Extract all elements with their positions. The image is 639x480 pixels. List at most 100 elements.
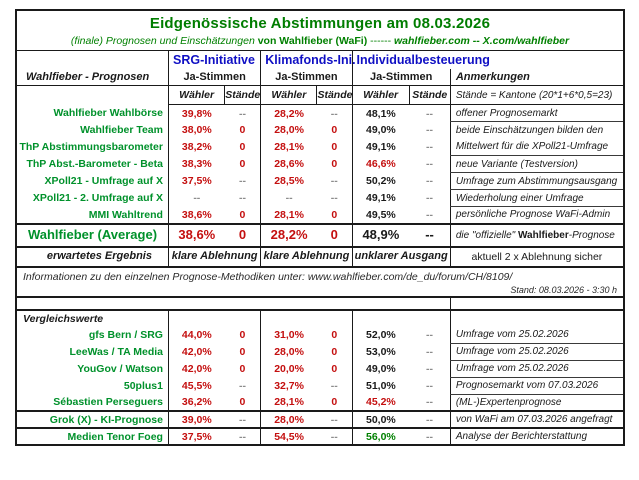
table-row: YouGov / Watson 42,0% 0 20,0% 0 49,0% --… xyxy=(16,360,624,378)
table-row: Wahlfieber Team 38,0% 0 28,0% 0 49,0% --… xyxy=(16,121,624,139)
methods-info-text: Informationen zu den einzelnen Prognose-… xyxy=(23,270,513,283)
table-row: 50plus1 45,5% -- 32,7% -- 51,0% -- Progn… xyxy=(16,377,624,395)
cell-individual-states: -- xyxy=(426,107,434,120)
cell-klimafonds-states: -- xyxy=(330,379,338,392)
cell-klimafonds-voters: 28,0% xyxy=(260,343,317,361)
klimafonds-states-header: Stände xyxy=(316,85,353,106)
cell-klimafonds-states: -- xyxy=(316,411,353,430)
table-row: LeeWas / TA Media 42,0% 0 28,0% 0 53,0% … xyxy=(16,343,624,361)
cell-klimafonds-states: 0 xyxy=(331,345,338,358)
group-header-row: SRG-Initiative Klimafonds-Ini. Individua… xyxy=(16,50,624,69)
cell-individual-states: -- xyxy=(426,345,434,358)
srg-voters-header: Wähler xyxy=(167,85,225,106)
cell-srg-states: -- xyxy=(238,175,246,188)
cell-individual-states: -- xyxy=(409,394,451,413)
cell-srg-voters: 45,5% xyxy=(167,377,225,395)
row-note: Prognosemarkt vom 07.03.2026 xyxy=(449,377,624,395)
row-label: LeeWas / TA Media xyxy=(69,345,163,358)
column-group-srg: SRG-Initiative xyxy=(167,50,261,69)
table-row: MMI Wahltrend 38,6% 0 28,1% 0 49,5% -- p… xyxy=(16,206,624,224)
row-label: Medien Tenor Foeg xyxy=(67,430,163,443)
timestamp: Stand: 08.03.2026 - 3:30 h xyxy=(510,284,617,295)
spacer-cell xyxy=(351,310,451,327)
cell-klimafonds-states: 0 xyxy=(331,208,338,221)
cell-klimafonds-states: -- xyxy=(330,192,338,205)
subtitle-finale: (finale) Prognosen und Einschätzungen xyxy=(70,35,255,48)
cell-srg-states: -- xyxy=(238,430,246,443)
ja-stimmen-srg: Ja-Stimmen xyxy=(167,68,261,87)
cell-individual-states: -- xyxy=(426,430,434,443)
cell-individual-states: -- xyxy=(426,141,434,154)
cell-srg-voters: -- xyxy=(167,189,225,207)
cell-srg-states: 0 xyxy=(239,141,246,154)
cell-individual-voters: 48,9% xyxy=(351,222,410,248)
row-note: beide Einschätzungen bilden den xyxy=(449,121,624,139)
cell-srg-states: 0 xyxy=(239,362,246,375)
cell-srg-voters: 38,0% xyxy=(167,121,225,139)
row-note: Wiederholung einer Umfrage xyxy=(449,189,624,208)
row-label: MMI Wahltrend xyxy=(88,208,163,221)
cell-srg-voters: 39,8% xyxy=(167,104,225,122)
cell-klimafonds-states: -- xyxy=(330,175,338,188)
cell-individual-voters: 50,0% xyxy=(351,411,410,430)
cell-individual-states: -- xyxy=(409,411,451,430)
row-note: offener Prognosemarkt xyxy=(449,104,624,123)
cell-srg-states: 0 xyxy=(239,124,246,137)
prognosis-table: Eidgenössische Abstimmungen am 08.03.202… xyxy=(15,9,625,447)
cell-srg-voters: 44,0% xyxy=(167,326,225,344)
expected-individual: unklarer Ausgang xyxy=(351,246,451,268)
row-note: Umfrage zum Abstimmungsausgang xyxy=(449,172,624,191)
cell-individual-voters: 52,0% xyxy=(351,326,410,344)
row-label: Sébastien Perseguers xyxy=(16,394,169,413)
spacer-cell xyxy=(16,51,168,69)
cell-klimafonds-voters: 32,7% xyxy=(260,377,317,395)
table-row: ThP Abstimmungsbarometer 38,2% 0 28,1% 0… xyxy=(16,138,624,157)
row-note: Umfrage vom 25.02.2026 xyxy=(449,326,624,344)
cell-klimafonds-voters: 28,2% xyxy=(260,222,317,248)
cell-srg-voters: 38,2% xyxy=(167,138,225,156)
row-label: XPoll21 - 2. Umfrage auf X xyxy=(32,192,163,205)
cell-klimafonds-states: 0 xyxy=(316,394,353,413)
cell-srg-voters: 42,0% xyxy=(167,343,225,361)
klimafonds-voters-header: Wähler xyxy=(260,85,317,106)
cell-srg-voters: 37,5% xyxy=(167,428,225,446)
cell-klimafonds-states: 0 xyxy=(331,328,338,341)
row-note: persönliche Prognose WaFi-Admin xyxy=(449,206,624,224)
cell-klimafonds-states: 0 xyxy=(331,124,338,137)
table-row: Grok (X) - KI-Prognose 39,0% -- 28,0% --… xyxy=(16,411,624,430)
cell-individual-voters: 49,0% xyxy=(351,360,410,378)
cell-klimafonds-states: 0 xyxy=(331,362,338,375)
spacer-cell xyxy=(449,310,624,327)
expected-klimafonds: klare Ablehnung xyxy=(260,246,353,268)
cell-srg-states: 0 xyxy=(224,394,261,413)
notes-column-header: Anmerkungen xyxy=(449,68,624,87)
row-note: Umfrage vom 25.02.2026 xyxy=(449,343,624,361)
cell-klimafonds-voters: 31,0% xyxy=(260,326,317,344)
spacer-cell xyxy=(16,297,451,312)
cell-individual-voters: 49,0% xyxy=(351,121,410,139)
cell-klimafonds-voters: 28,5% xyxy=(260,172,317,190)
spacer-cell xyxy=(260,310,353,327)
subtitle-author: von Wahlfieber (WaFi) xyxy=(254,35,371,48)
cell-klimafonds-voters: -- xyxy=(260,189,317,207)
table-row: XPoll21 - Umfrage auf X 37,5% -- 28,5% -… xyxy=(16,172,624,191)
cell-klimafonds-states: -- xyxy=(330,430,338,443)
row-note: (ML-)Expertenprognose xyxy=(449,394,624,413)
cell-klimafonds-voters: 28,1% xyxy=(260,138,317,156)
cell-srg-states: 0 xyxy=(239,208,246,221)
table-row: XPoll21 - 2. Umfrage auf X -- -- -- -- 4… xyxy=(16,189,624,208)
ja-stimmen-individual: Ja-Stimmen xyxy=(351,68,451,87)
cell-srg-voters: 38,6% xyxy=(167,222,225,248)
cell-srg-states: -- xyxy=(224,411,261,430)
ja-stimmen-row: Wahlfieber - Prognosen Ja-Stimmen Ja-Sti… xyxy=(16,68,624,87)
row-note: Umfrage vom 25.02.2026 xyxy=(449,360,624,378)
cell-srg-voters: 39,0% xyxy=(167,411,225,430)
cell-klimafonds-states: 0 xyxy=(331,141,338,154)
row-label: ThP Abst.-Barometer - Beta xyxy=(26,158,163,171)
page-subtitle: (finale) Prognosen und Einschätzungen vo… xyxy=(17,35,623,47)
cell-klimafonds-states: 0 xyxy=(331,158,338,171)
row-label: Grok (X) - KI-Prognose xyxy=(16,411,169,430)
cell-individual-voters: 49,5% xyxy=(351,206,410,224)
cell-srg-states: 0 xyxy=(239,328,246,341)
expected-result-row: erwartetes Ergebnis klare Ablehnung klar… xyxy=(16,246,624,268)
